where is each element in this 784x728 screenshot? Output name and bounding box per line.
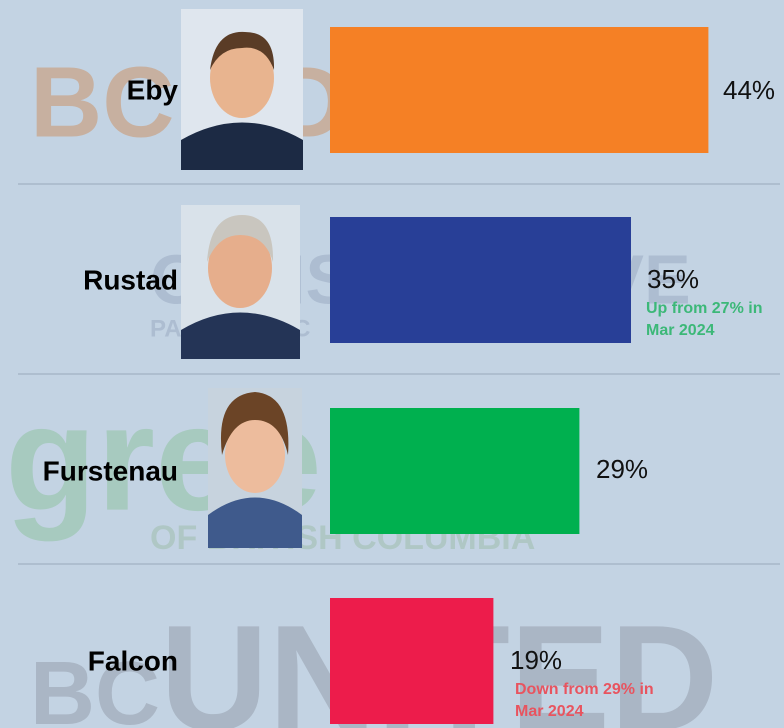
category-label: Furstenau	[43, 455, 178, 486]
bar	[330, 27, 708, 153]
annotation: Up from 27% in Mar 2024	[646, 298, 776, 342]
photo	[208, 388, 302, 548]
value-label: 35%	[647, 264, 699, 294]
category-label: Eby	[127, 74, 179, 105]
annotation: Down from 29% in Mar 2024	[515, 679, 675, 723]
photo	[181, 205, 300, 359]
category-label: Rustad	[83, 264, 178, 295]
bar	[330, 217, 631, 343]
category-label: Falcon	[88, 645, 178, 676]
value-label: 44%	[723, 75, 775, 105]
value-label: 19%	[510, 645, 562, 675]
bar	[330, 598, 493, 724]
chart: BC NDPCONSERVATIVEPARTY OF BCgreensOF BR…	[0, 0, 784, 728]
value-label: 29%	[596, 454, 648, 484]
page: BC NDPCONSERVATIVEPARTY OF BCgreensOF BR…	[0, 0, 784, 728]
bar	[330, 408, 579, 534]
photo	[181, 9, 303, 170]
